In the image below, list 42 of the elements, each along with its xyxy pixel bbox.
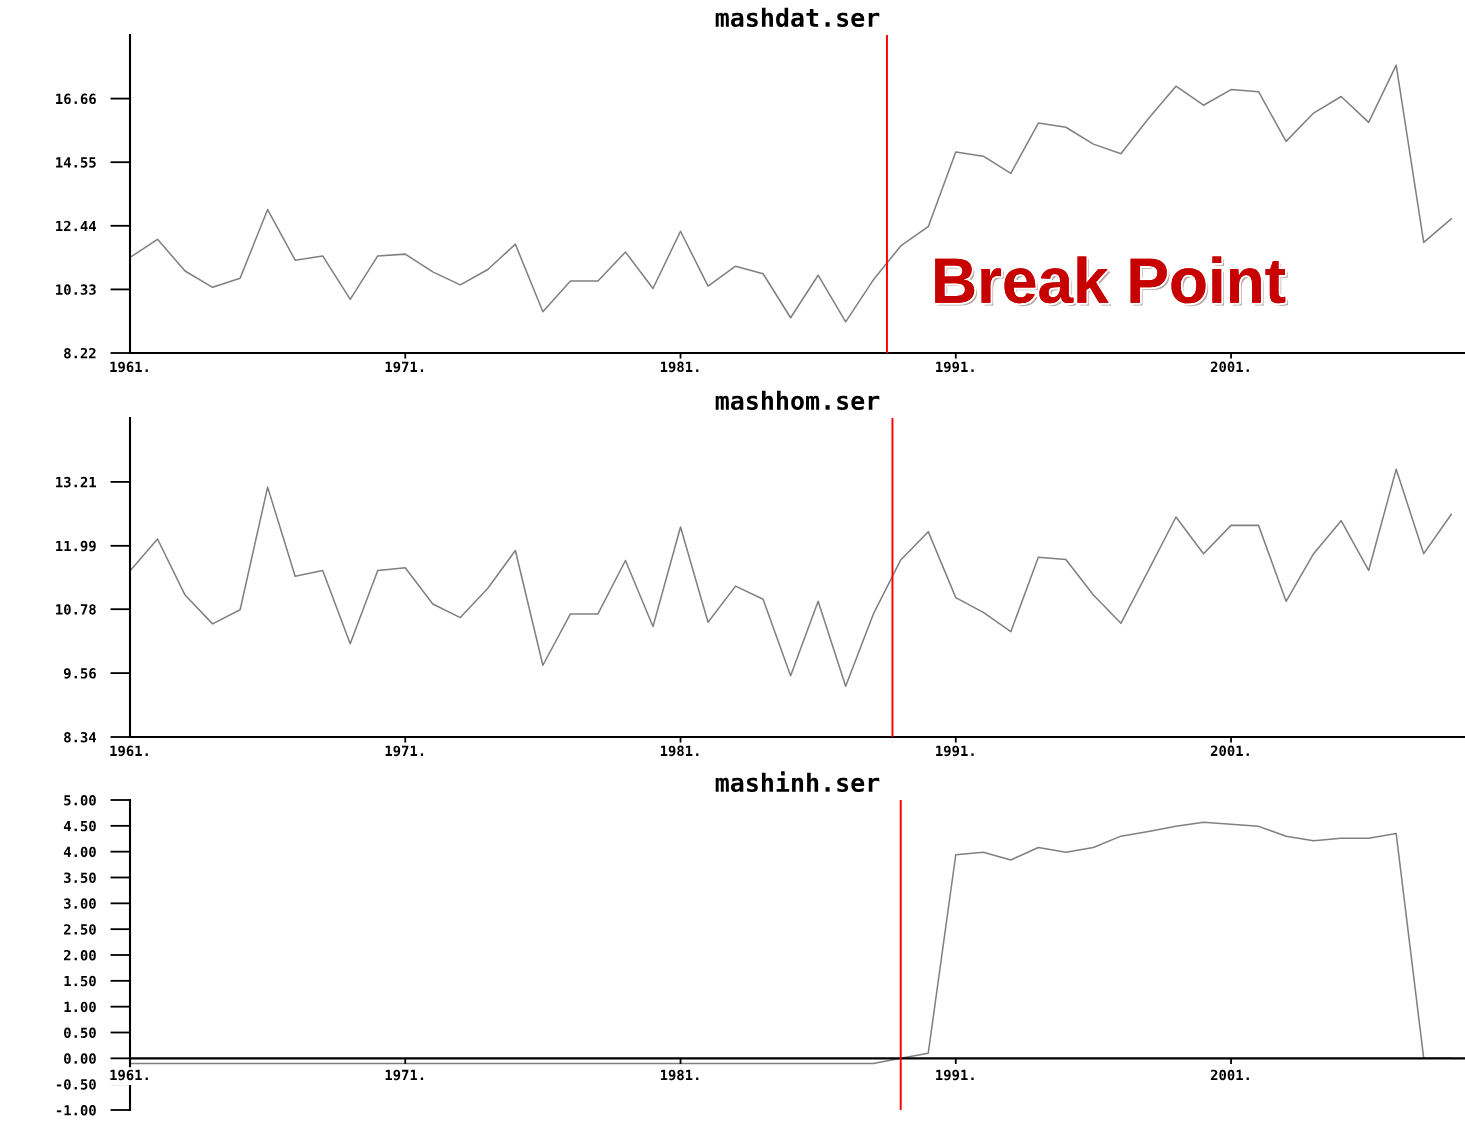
x-tick-label: 1961. bbox=[110, 1069, 148, 1081]
x-tick-label: 1961. bbox=[110, 745, 148, 757]
x-tick-label: 1971. bbox=[385, 361, 424, 373]
y-tick-label: 12.44 bbox=[56, 220, 97, 232]
x-tick-label: 1991. bbox=[936, 361, 974, 373]
y-tick-label: 1.50 bbox=[64, 975, 96, 987]
chart-title: mashinh.ser bbox=[715, 771, 880, 793]
y-tick-label: 10.33 bbox=[56, 284, 96, 295]
x-tick-label: 1971. bbox=[385, 745, 424, 757]
y-tick-label: 2.50 bbox=[64, 924, 96, 935]
y-tick-label: 4.00 bbox=[63, 846, 96, 858]
y-tick-label: 8.34 bbox=[64, 731, 97, 743]
x-tick-label: 2001. bbox=[1210, 1069, 1249, 1081]
y-tick-label: 4.50 bbox=[63, 820, 96, 832]
x-tick-label: 1981. bbox=[660, 745, 699, 757]
y-tick-label: 10.78 bbox=[56, 604, 96, 615]
y-tick-label: 8.22 bbox=[64, 347, 96, 359]
ref-line-label: Break Point bbox=[935, 256, 1289, 307]
x-tick-label: 1981. bbox=[660, 361, 699, 373]
y-tick-label: -1.00 bbox=[56, 1104, 96, 1116]
y-tick-label: 11.99 bbox=[56, 540, 96, 552]
y-tick-label: 5.00 bbox=[64, 794, 96, 806]
y-tick-label: 3.50 bbox=[64, 872, 96, 883]
x-tick-label: 1991. bbox=[936, 1069, 974, 1081]
y-tick-label: 1.00 bbox=[64, 1001, 96, 1013]
x-tick-label: 1971. bbox=[385, 1069, 424, 1081]
y-tick-label: -0.50 bbox=[56, 1079, 96, 1090]
y-tick-label: 16.66 bbox=[56, 93, 96, 105]
x-tick-label: 1991. bbox=[936, 745, 974, 757]
chart-title: mashhom.ser bbox=[715, 390, 880, 411]
y-tick-label: 9.56 bbox=[63, 668, 96, 679]
x-tick-label: 1981. bbox=[660, 1069, 699, 1081]
x-tick-label: 2001. bbox=[1210, 745, 1249, 757]
chart-title: mashdat.ser bbox=[715, 7, 880, 28]
y-tick-label: 0.00 bbox=[64, 1053, 96, 1064]
x-tick-label: 1961. bbox=[110, 361, 148, 373]
y-tick-label: 14.55 bbox=[56, 157, 96, 168]
y-tick-label: 13.21 bbox=[56, 476, 96, 488]
x-tick-label: 2001. bbox=[1210, 361, 1249, 373]
y-tick-label: 2.00 bbox=[64, 949, 96, 961]
y-tick-label: 0.50 bbox=[64, 1027, 96, 1038]
y-tick-label: 3.00 bbox=[64, 898, 96, 909]
